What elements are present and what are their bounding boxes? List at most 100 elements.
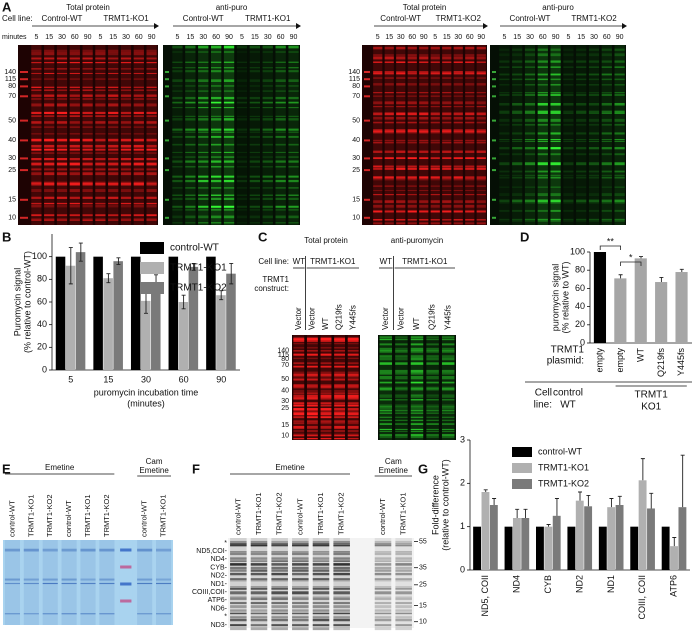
- band: [537, 147, 548, 150]
- band: [426, 363, 439, 365]
- label: 5: [502, 34, 506, 41]
- band: [614, 102, 625, 106]
- band: [419, 200, 429, 203]
- marker-label: 80: [352, 83, 360, 90]
- band: [499, 162, 510, 166]
- band: [333, 540, 350, 544]
- band: [69, 144, 80, 148]
- band: [347, 373, 359, 376]
- band: [275, 131, 286, 133]
- band: [99, 613, 115, 615]
- band: [601, 113, 612, 114]
- band: [550, 78, 561, 81]
- band: [395, 616, 412, 618]
- band: [334, 337, 346, 341]
- band: [379, 409, 393, 412]
- band: [395, 412, 408, 414]
- band: [31, 202, 42, 205]
- band: [223, 90, 235, 93]
- band: [601, 199, 612, 203]
- band: [453, 131, 463, 134]
- band: [262, 156, 273, 158]
- band: [275, 175, 286, 178]
- band: [185, 215, 196, 219]
- band: [576, 48, 587, 51]
- band: [379, 363, 393, 365]
- band: [441, 336, 455, 339]
- band: [614, 219, 625, 222]
- panel-label: E: [2, 461, 11, 476]
- band: [430, 177, 440, 181]
- band: [230, 572, 247, 576]
- x-tick-label: ATP6: [669, 575, 679, 597]
- band: [347, 392, 359, 394]
- band: [210, 85, 222, 87]
- marker-label: 70: [352, 93, 360, 100]
- band: [306, 408, 318, 411]
- label: 90: [225, 34, 233, 41]
- band: [185, 135, 196, 138]
- band: [453, 177, 463, 181]
- band: [320, 371, 332, 373]
- band: [395, 609, 412, 612]
- band: [44, 133, 55, 135]
- band: [426, 388, 439, 391]
- ladder-band: [20, 216, 28, 219]
- band: [95, 219, 106, 222]
- band: [512, 132, 523, 135]
- band: [69, 181, 80, 184]
- band: [31, 204, 42, 208]
- label: 30: [58, 34, 66, 41]
- band: [288, 79, 299, 82]
- band: [465, 219, 475, 221]
- bar: [168, 256, 179, 370]
- band: [407, 106, 417, 108]
- band: [69, 52, 80, 56]
- band: [396, 151, 406, 153]
- ladder-band: [165, 198, 169, 201]
- band: [601, 186, 612, 188]
- band: [374, 588, 392, 590]
- band: [133, 98, 144, 100]
- band: [185, 79, 196, 82]
- ladder-band: [20, 71, 28, 73]
- band: [476, 219, 486, 221]
- band: [108, 68, 119, 70]
- band: [442, 92, 452, 94]
- band: [426, 399, 439, 401]
- bar: [593, 252, 607, 343]
- band: [69, 94, 80, 97]
- ladder-band: [492, 198, 496, 201]
- band: [306, 342, 318, 345]
- band: [384, 176, 394, 179]
- blot-title: anti-puro: [542, 3, 574, 12]
- band: [137, 578, 153, 581]
- band: [453, 167, 463, 170]
- band: [588, 53, 600, 57]
- band: [306, 347, 318, 349]
- band: [588, 132, 600, 135]
- band: [512, 162, 523, 166]
- band: [133, 68, 144, 70]
- lane-label: Vector: [381, 307, 390, 330]
- band: [453, 116, 463, 120]
- band: [120, 144, 132, 148]
- band: [249, 179, 261, 183]
- band: [476, 185, 486, 187]
- arrow-head: [483, 23, 488, 29]
- band: [198, 115, 209, 117]
- y-tick-label: 80: [575, 265, 585, 275]
- band: [453, 121, 463, 124]
- lane-label: TRMT1-KO1: [399, 492, 408, 535]
- legend-swatch: [512, 447, 532, 457]
- band: [395, 363, 408, 365]
- band: [249, 96, 261, 100]
- band: [185, 67, 196, 69]
- band: [384, 116, 394, 120]
- bar: [151, 282, 161, 370]
- band: [250, 616, 268, 618]
- lane-smear: [396, 45, 406, 225]
- band: [512, 92, 523, 93]
- band: [563, 92, 574, 93]
- band: [262, 128, 273, 131]
